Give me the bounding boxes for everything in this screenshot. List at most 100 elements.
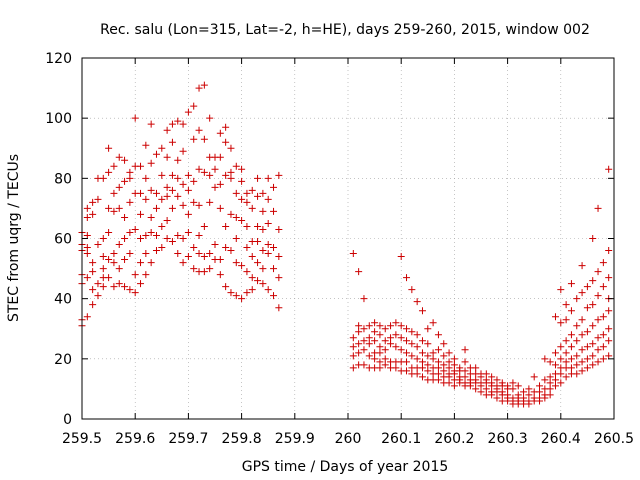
data-point [514, 382, 522, 390]
data-point [349, 334, 357, 342]
data-point [557, 379, 565, 387]
data-point [200, 135, 208, 143]
y-tick-label: 40 [54, 292, 72, 308]
data-point [551, 382, 559, 390]
data-point [493, 394, 501, 402]
data-point [403, 325, 411, 333]
data-point [434, 370, 442, 378]
data-point [259, 207, 267, 215]
data-point [403, 358, 411, 366]
data-point [105, 204, 113, 212]
data-point [222, 138, 230, 146]
data-point [403, 337, 411, 345]
data-point [355, 268, 363, 276]
data-point [599, 343, 607, 351]
data-point [381, 346, 389, 354]
data-point [184, 171, 192, 179]
data-point [259, 280, 267, 288]
data-point [190, 102, 198, 110]
x-tick-label: 260.2 [434, 431, 474, 447]
data-point [413, 355, 421, 363]
data-point [142, 271, 150, 279]
data-point [131, 271, 139, 279]
data-point [349, 250, 357, 258]
data-point [594, 316, 602, 324]
data-point [99, 283, 107, 291]
data-point [110, 283, 118, 291]
data-point [434, 346, 442, 354]
data-point [418, 358, 426, 366]
data-point [184, 108, 192, 116]
data-point [275, 225, 283, 233]
data-point [121, 177, 129, 185]
data-point [349, 343, 357, 351]
y-tick-labels: 0 20 40 60 80 100 120 [45, 51, 72, 428]
data-point [179, 259, 187, 267]
data-point [387, 322, 395, 330]
data-point [264, 195, 272, 203]
data-point [397, 334, 405, 342]
data-point [381, 355, 389, 363]
data-point [158, 244, 166, 252]
data-point [264, 174, 272, 182]
data-point [94, 241, 102, 249]
data-point [89, 286, 97, 294]
data-point [200, 268, 208, 276]
data-point [509, 385, 517, 393]
data-point [424, 361, 432, 369]
data-point [152, 204, 160, 212]
data-point [504, 382, 512, 390]
data-point [206, 265, 214, 273]
data-point [408, 340, 416, 348]
data-point [567, 280, 575, 288]
data-point [546, 379, 554, 387]
data-point [216, 204, 224, 212]
data-point [142, 141, 150, 149]
data-point [211, 183, 219, 191]
data-point [578, 262, 586, 270]
data-point [83, 213, 91, 221]
data-point [126, 168, 134, 176]
data-point [174, 250, 182, 258]
data-point [477, 388, 485, 396]
data-point [573, 295, 581, 303]
data-point [152, 150, 160, 158]
data-point [589, 361, 597, 369]
data-point [195, 231, 203, 239]
data-point [562, 337, 570, 345]
data-point [557, 286, 565, 294]
data-point [424, 352, 432, 360]
data-point [408, 328, 416, 336]
data-point [174, 156, 182, 164]
data-point [488, 373, 496, 381]
data-point [179, 120, 187, 128]
data-point [445, 349, 453, 357]
data-point [200, 81, 208, 89]
data-point [174, 192, 182, 200]
data-point [562, 358, 570, 366]
data-point [89, 268, 97, 276]
x-tick-labels: 259.5 259.6 259.7 259.8 259.9 260 260.1 260.2 26… [62, 431, 634, 447]
data-point [216, 153, 224, 161]
data-point [152, 231, 160, 239]
data-point [567, 343, 575, 351]
data-point [243, 268, 251, 276]
axis-ticks [81, 57, 615, 420]
data-point [227, 174, 235, 182]
data-point [520, 388, 528, 396]
data-point [126, 286, 134, 294]
data-point [89, 301, 97, 309]
data-point [270, 265, 278, 273]
data-point [110, 189, 118, 197]
data-point [578, 346, 586, 354]
data-point [578, 367, 586, 375]
data-point [376, 322, 384, 330]
data-point [174, 231, 182, 239]
data-point [254, 222, 262, 230]
data-point [440, 361, 448, 369]
data-point [418, 307, 426, 315]
data-point [190, 135, 198, 143]
data-point [190, 244, 198, 252]
data-point [243, 222, 251, 230]
data-point [578, 358, 586, 366]
